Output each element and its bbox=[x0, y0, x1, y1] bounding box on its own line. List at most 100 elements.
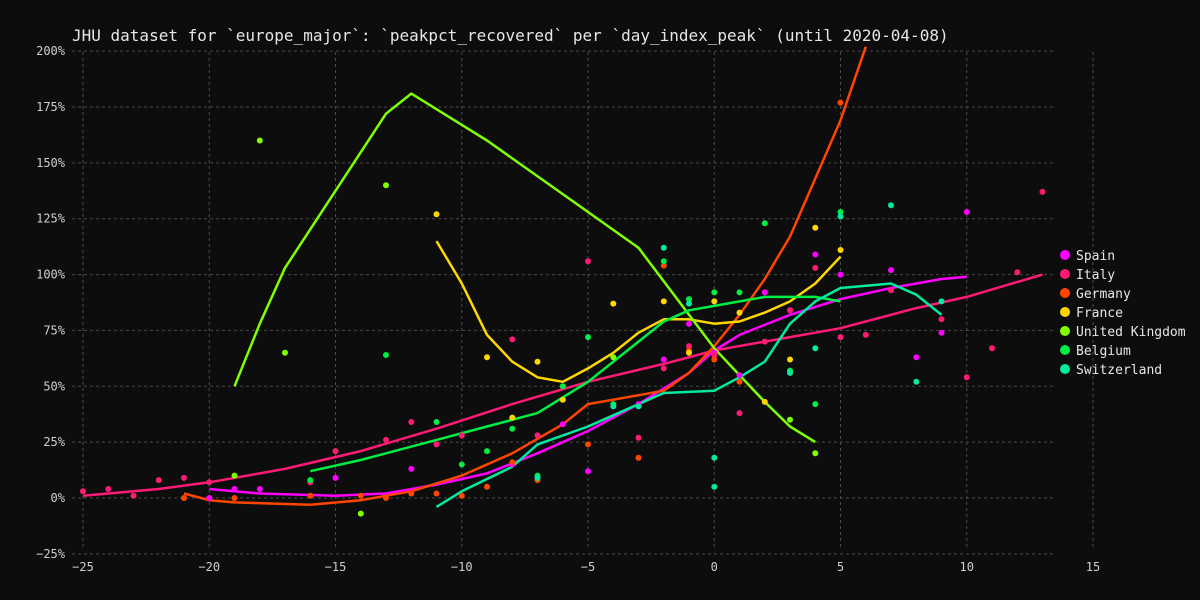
france-point bbox=[686, 349, 692, 356]
belgium-point bbox=[433, 419, 440, 425]
germany-point bbox=[635, 454, 642, 461]
spain-point bbox=[938, 329, 945, 336]
italy-point bbox=[80, 488, 86, 495]
switzerland-point bbox=[938, 298, 945, 305]
italy-point bbox=[1014, 269, 1021, 276]
germany-point bbox=[231, 495, 238, 501]
belgium-point bbox=[383, 352, 389, 358]
x-tick-label: −20 bbox=[198, 560, 220, 574]
italy-point bbox=[585, 258, 591, 265]
spain-point bbox=[256, 486, 263, 492]
france-point bbox=[736, 309, 743, 316]
italy-point bbox=[812, 264, 819, 271]
italy-point bbox=[736, 410, 743, 417]
spain-point bbox=[761, 289, 768, 296]
belgium-point bbox=[660, 258, 667, 265]
germany-point bbox=[837, 99, 844, 106]
switzerland-line bbox=[435, 282, 943, 508]
italy-legend-marker bbox=[1060, 269, 1070, 279]
italy-point bbox=[433, 441, 440, 448]
spain-point bbox=[206, 495, 213, 501]
switzerland-point bbox=[711, 483, 718, 490]
germany-point bbox=[736, 378, 743, 385]
italy-point bbox=[155, 477, 162, 484]
germany-point bbox=[458, 492, 465, 499]
italy-point bbox=[660, 365, 667, 372]
france-point bbox=[812, 224, 819, 231]
spain-point bbox=[231, 486, 238, 492]
series-points bbox=[80, 99, 1046, 517]
switzerland-point bbox=[534, 474, 541, 481]
italy-point bbox=[509, 336, 516, 343]
belgium-point bbox=[711, 289, 718, 296]
italy-point bbox=[686, 343, 692, 350]
switzerland-point bbox=[888, 202, 894, 209]
united-kingdom-line bbox=[233, 92, 816, 444]
france-point bbox=[711, 298, 718, 305]
france-point bbox=[559, 396, 566, 403]
germany-point bbox=[383, 495, 389, 501]
france-point bbox=[837, 247, 844, 253]
switzerland-point bbox=[610, 403, 617, 410]
belgium-point bbox=[484, 448, 490, 455]
switzerland-point bbox=[635, 403, 642, 410]
italy-point bbox=[105, 486, 112, 492]
spain-point bbox=[686, 320, 692, 327]
x-axis: −25 −20 −15 −10 −5 0 5 10 15 bbox=[72, 560, 1100, 574]
france-point bbox=[610, 300, 617, 307]
italy-point bbox=[837, 334, 844, 341]
spain-point bbox=[913, 354, 920, 361]
switzerland-legend-marker bbox=[1060, 364, 1070, 374]
switzerland-point bbox=[711, 454, 718, 461]
spain-point bbox=[660, 356, 667, 363]
italy-point bbox=[635, 434, 642, 441]
chart-title: JHU dataset for `europe_major`: `peakpct… bbox=[72, 26, 949, 45]
y-tick-label: 0% bbox=[51, 491, 66, 505]
united-kingdom-legend-label: United Kingdom bbox=[1076, 325, 1186, 340]
united-kingdom-point bbox=[787, 416, 793, 423]
germany-point bbox=[307, 492, 314, 499]
belgium-legend-label: Belgium bbox=[1076, 344, 1131, 359]
france-point bbox=[509, 414, 516, 421]
italy-point bbox=[383, 436, 389, 443]
belgium-point bbox=[686, 296, 692, 303]
belgium-line bbox=[310, 295, 841, 473]
x-tick-label: −10 bbox=[451, 560, 473, 574]
x-tick-label: −25 bbox=[72, 560, 94, 574]
italy-point bbox=[787, 307, 793, 314]
y-tick-label: 150% bbox=[36, 156, 66, 170]
italy-point bbox=[332, 448, 339, 455]
spain-point bbox=[585, 468, 591, 475]
united-kingdom-legend-marker bbox=[1060, 326, 1070, 336]
switzerland-point bbox=[913, 378, 920, 385]
belgium-point bbox=[559, 383, 566, 390]
switzerland-legend-label: Switzerland bbox=[1076, 363, 1162, 378]
germany-point bbox=[711, 356, 718, 363]
belgium-point bbox=[761, 220, 768, 227]
y-tick-label: 200% bbox=[36, 44, 66, 58]
germany-point bbox=[433, 490, 440, 497]
united-kingdom-point bbox=[812, 450, 819, 457]
italy-point bbox=[130, 492, 137, 499]
spain-point bbox=[408, 465, 415, 472]
germany-legend-label: Germany bbox=[1076, 287, 1131, 302]
germany-point bbox=[585, 441, 591, 448]
x-tick-label: 0 bbox=[711, 560, 718, 574]
series-lines bbox=[82, 46, 1043, 508]
y-tick-label: 125% bbox=[36, 212, 66, 226]
switzerland-point bbox=[686, 300, 692, 307]
italy-legend-label: Italy bbox=[1076, 268, 1115, 283]
y-tick-label: 50% bbox=[43, 379, 65, 393]
germany-point bbox=[484, 483, 490, 490]
united-kingdom-point bbox=[357, 510, 364, 517]
italy-point bbox=[1039, 188, 1046, 195]
spain-point bbox=[888, 267, 894, 274]
spain-point bbox=[812, 251, 819, 258]
germany-point bbox=[660, 262, 667, 269]
y-tick-label: 100% bbox=[36, 268, 66, 282]
switzerland-point bbox=[837, 213, 844, 220]
y-tick-label: 25% bbox=[43, 435, 65, 449]
belgium-legend-marker bbox=[1060, 345, 1070, 355]
y-axis: −25% 0% 25% 50% 75% 100% 125% 150% 175% 200% bbox=[36, 44, 66, 561]
germany-point bbox=[357, 492, 364, 499]
